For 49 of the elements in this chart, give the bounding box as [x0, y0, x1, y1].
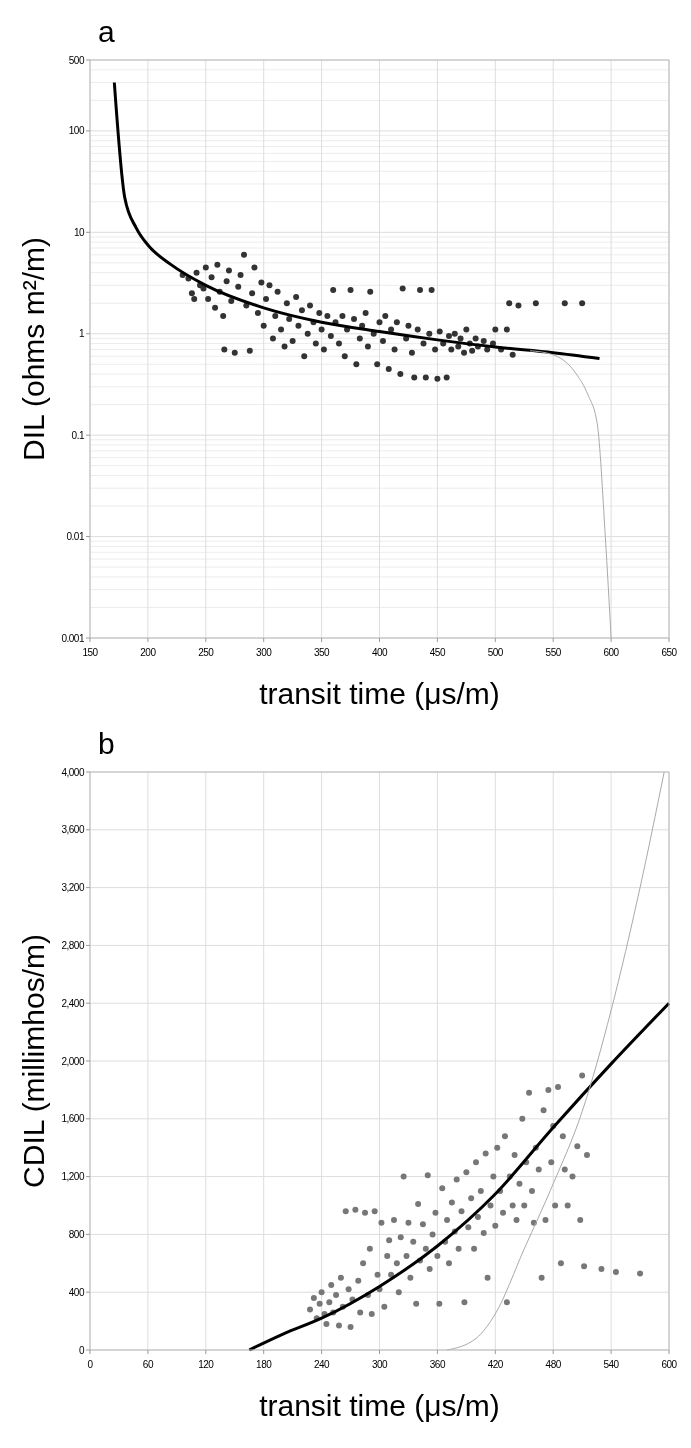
y-tick-label: 400 — [68, 1286, 85, 1298]
x-tick-label: 360 — [429, 1359, 446, 1370]
x-tick-label: 540 — [603, 1359, 620, 1370]
y-tick-label: 4,000 — [61, 766, 85, 778]
y-tick-label: 2,000 — [61, 1055, 85, 1067]
y-tick-label: 100 — [68, 125, 85, 137]
x-tick-label: 600 — [661, 1359, 678, 1370]
y-tick-label: 0.001 — [61, 632, 85, 644]
y-tick-label: 1,200 — [61, 1171, 85, 1183]
y-tick-label: 0.01 — [66, 531, 85, 543]
x-tick-label: 180 — [256, 1359, 273, 1370]
y-tick-label: 0 — [78, 1344, 85, 1356]
x-tick-label: 60 — [142, 1359, 154, 1370]
y-tick-label: 10 — [73, 226, 85, 238]
x-tick-label: 420 — [487, 1359, 504, 1370]
x-tick-label: 500 — [487, 647, 504, 658]
x-tick-label: 150 — [82, 647, 99, 658]
y-tick-label: 2,400 — [61, 997, 85, 1009]
x-axis-title: transit time (μs/m) — [259, 1389, 500, 1422]
x-tick-label: 120 — [198, 1359, 215, 1370]
y-tick-label: 500 — [68, 54, 85, 66]
y-tick-label: 2,800 — [61, 939, 85, 951]
x-axis-title: transit time (μs/m) — [259, 677, 500, 710]
y-tick-label: 1 — [78, 328, 85, 340]
y-tick-label: 1,600 — [61, 1113, 85, 1125]
x-tick-label: 480 — [545, 1359, 562, 1370]
x-tick-label: 550 — [545, 647, 562, 658]
y-axis-title: DIL (ohms m²/m) — [17, 237, 50, 461]
x-tick-label: 650 — [661, 647, 678, 658]
x-tick-label: 240 — [314, 1359, 331, 1370]
x-tick-label: 400 — [371, 647, 389, 658]
x-tick-label: 200 — [140, 647, 157, 658]
x-tick-label: 300 — [256, 647, 273, 658]
chart-title: b — [98, 727, 115, 760]
x-tick-label: 0 — [87, 1359, 94, 1370]
x-tick-label: 450 — [429, 647, 446, 658]
y-tick-label: 0.1 — [71, 429, 85, 441]
line-series — [247, 1001, 671, 1352]
y-tick-label: 3,600 — [61, 824, 85, 836]
x-tick-label: 250 — [198, 647, 215, 658]
y-axis-title: CDIL (millimhos/m) — [17, 934, 50, 1188]
x-tick-label: 350 — [314, 647, 331, 658]
x-tick-label: 300 — [371, 1359, 389, 1370]
line-series — [529, 350, 612, 639]
x-tick-label: 600 — [603, 647, 620, 658]
y-tick-label: 3,200 — [61, 882, 85, 894]
line-series — [112, 81, 602, 360]
y-tick-label: 800 — [68, 1228, 85, 1240]
chart-title: a — [98, 15, 115, 48]
